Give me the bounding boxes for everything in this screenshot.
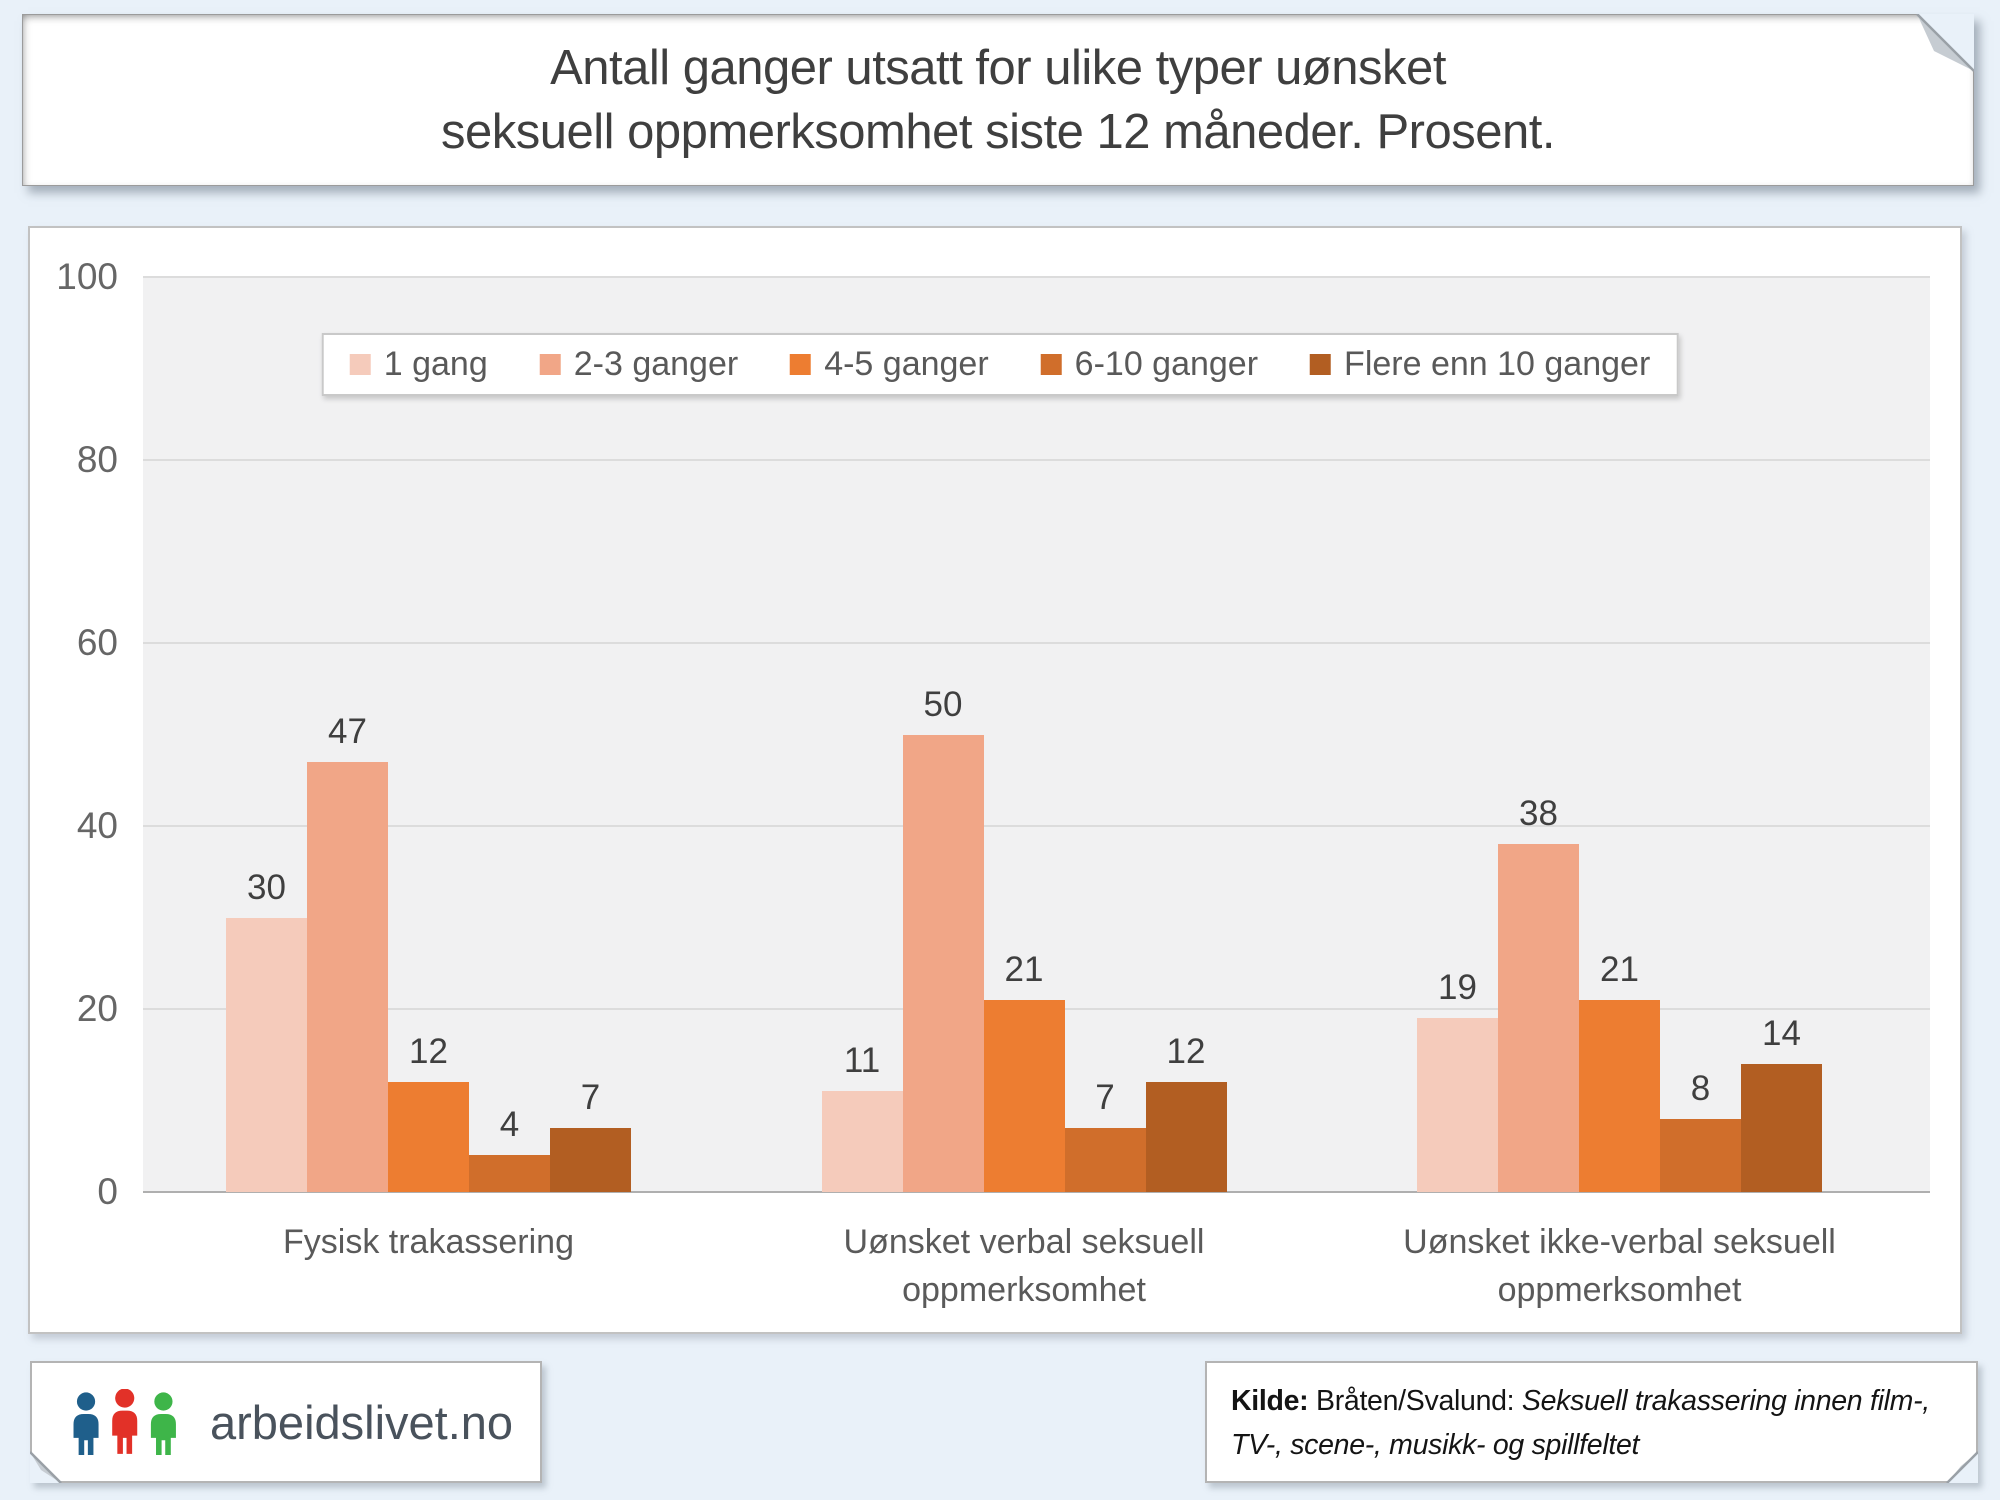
- bar-value-label: 47: [328, 711, 367, 751]
- person-blue-icon: [73, 1392, 99, 1455]
- legend-label: 2-3 ganger: [573, 345, 739, 383]
- source-work-title: Seksuell trakassering innen film-, TV-, …: [1231, 1385, 1930, 1461]
- chart-title-line-1: Antall ganger utsatt for ulike typer uøn…: [550, 41, 1446, 95]
- source-label: Kilde:: [1231, 1385, 1309, 1417]
- bar: [1660, 1118, 1741, 1192]
- legend-label: 6-10 ganger: [1074, 345, 1259, 383]
- bar-value-label: 30: [247, 867, 286, 907]
- folded-corner-icon: [30, 1451, 62, 1483]
- legend-swatch-icon: [790, 354, 812, 375]
- chart-legend: 1 gang 2-3 ganger 4-5 ganger 6-10 ganger Fle…: [321, 333, 1679, 396]
- bar: [1145, 1082, 1227, 1192]
- chart-area: 1 gang 2-3 ganger 4-5 ganger 6-10 ganger Fle…: [28, 226, 1962, 1334]
- chart-title-line-2: seksuell oppmerksomhet siste 12 måneder.…: [441, 105, 1555, 159]
- gridline-40: [143, 825, 1930, 827]
- logo-box: arbeidslivet.no: [30, 1361, 542, 1483]
- y-tick-label-40: 40: [76, 805, 118, 846]
- bar-value-label: 4: [499, 1105, 520, 1145]
- bar: [1498, 844, 1579, 1192]
- legend-item: 6-10 ganger: [1040, 345, 1259, 384]
- plot-area: 1 gang 2-3 ganger 4-5 ganger 6-10 ganger Fle…: [56, 256, 1930, 1309]
- folded-corner-icon: [1946, 1451, 1978, 1483]
- bar: [1579, 999, 1660, 1192]
- legend-item: 1 gang: [349, 345, 488, 384]
- y-tick-label-20: 20: [76, 988, 118, 1029]
- bar-value-label: 11: [843, 1041, 881, 1081]
- gridline-100: [143, 276, 1930, 278]
- bar: [307, 761, 388, 1192]
- bar: [226, 917, 307, 1192]
- bar: [469, 1155, 550, 1192]
- bar: [1064, 1127, 1146, 1192]
- bar-value-label: 38: [1519, 794, 1558, 834]
- bar-value-label: 7: [580, 1077, 601, 1117]
- bar-value-label: 8: [1690, 1068, 1711, 1108]
- bar: [550, 1127, 631, 1192]
- bar-value-label: 12: [409, 1032, 448, 1072]
- logo-text: arbeidslivet.no: [210, 1395, 514, 1449]
- folded-corner-icon: [1916, 14, 1974, 72]
- people-logo-icon: [73, 1389, 176, 1455]
- legend-swatch-icon: [349, 354, 371, 375]
- bar: [821, 1091, 903, 1192]
- legend-label: 1 gang: [383, 345, 488, 383]
- legend-swatch-icon: [1310, 354, 1332, 375]
- y-tick-label-100: 100: [56, 256, 118, 297]
- x-category-label: Fysisk trakassering: [283, 1223, 574, 1261]
- bar: [983, 999, 1065, 1192]
- legend-swatch-icon: [539, 354, 561, 375]
- bar-value-label: 7: [1095, 1077, 1115, 1117]
- bar-value-label: 50: [923, 684, 963, 724]
- bar-value-label: 21: [1004, 949, 1044, 989]
- y-tick-label-0: 0: [97, 1171, 118, 1212]
- source-box: Kilde: Bråten/Svalund: Seksuell trakasse…: [1205, 1361, 1978, 1483]
- y-tick-label-60: 60: [76, 622, 118, 663]
- gridline-60: [143, 642, 1930, 644]
- bar: [1741, 1063, 1822, 1192]
- legend-label: Flere enn 10 ganger: [1344, 345, 1651, 383]
- bar: [902, 734, 984, 1192]
- source-authors: Bråten/Svalund:: [1308, 1385, 1522, 1417]
- bar: [1417, 1018, 1498, 1192]
- legend-item: Flere enn 10 ganger: [1310, 345, 1650, 384]
- bar-value-label: 14: [1762, 1013, 1801, 1053]
- y-tick-label-80: 80: [76, 439, 118, 480]
- chart-title-box: Antall ganger utsatt for ulike typer uøn…: [22, 14, 1974, 186]
- gridline-80: [143, 459, 1930, 461]
- legend-item: 4-5 ganger: [790, 345, 989, 384]
- x-category-label: Uønsket verbal seksuell oppmerksomhet: [843, 1223, 1205, 1309]
- legend-swatch-icon: [1040, 354, 1062, 375]
- bar: [388, 1082, 469, 1192]
- x-axis-line: [143, 1191, 1930, 1193]
- bar-value-label: 19: [1438, 968, 1477, 1008]
- bar-value-label: 21: [1600, 949, 1639, 989]
- x-category-label: Uønsket ikke-verbal seksuell oppmerksomh…: [1403, 1223, 1836, 1309]
- bar-value-label: 12: [1166, 1032, 1206, 1072]
- legend-item: 2-3 ganger: [539, 345, 739, 384]
- legend-label: 4-5 ganger: [824, 345, 989, 383]
